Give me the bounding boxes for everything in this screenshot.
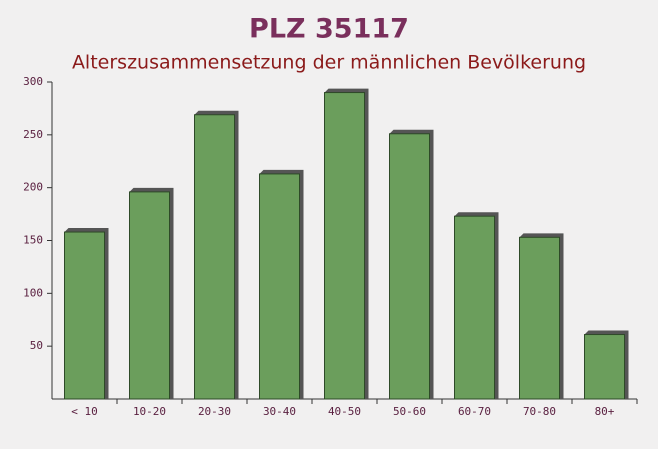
x-tick-label: 80+ — [595, 405, 615, 418]
x-tick-label: 10-20 — [133, 405, 166, 418]
x-tick-label: 40-50 — [328, 405, 361, 418]
x-tick-label: 60-70 — [458, 405, 491, 418]
bar — [64, 231, 105, 400]
bar — [194, 114, 235, 400]
x-tick-label: 50-60 — [393, 405, 426, 418]
chart-title: PLZ 35117 — [249, 14, 409, 45]
bar — [584, 334, 625, 400]
y-tick-label: 300 — [23, 75, 43, 88]
x-tick-label: 20-30 — [198, 405, 231, 418]
bar — [519, 236, 560, 400]
y-tick-label: 50 — [30, 339, 43, 352]
x-tick-label: 30-40 — [263, 405, 296, 418]
bar — [389, 133, 430, 400]
bar — [324, 92, 365, 400]
chart-subtitle: Alterszusammensetzung der männlichen Bev… — [72, 52, 586, 74]
x-tick-label: 70-80 — [523, 405, 556, 418]
x-tick-label: < 10 — [71, 405, 98, 418]
bar — [129, 191, 170, 400]
y-tick-label: 250 — [23, 128, 43, 141]
y-tick-label: 200 — [23, 181, 43, 194]
y-tick-label: 150 — [23, 234, 43, 247]
y-tick-label: 100 — [23, 286, 43, 299]
bar — [454, 215, 495, 400]
bar — [259, 173, 300, 400]
